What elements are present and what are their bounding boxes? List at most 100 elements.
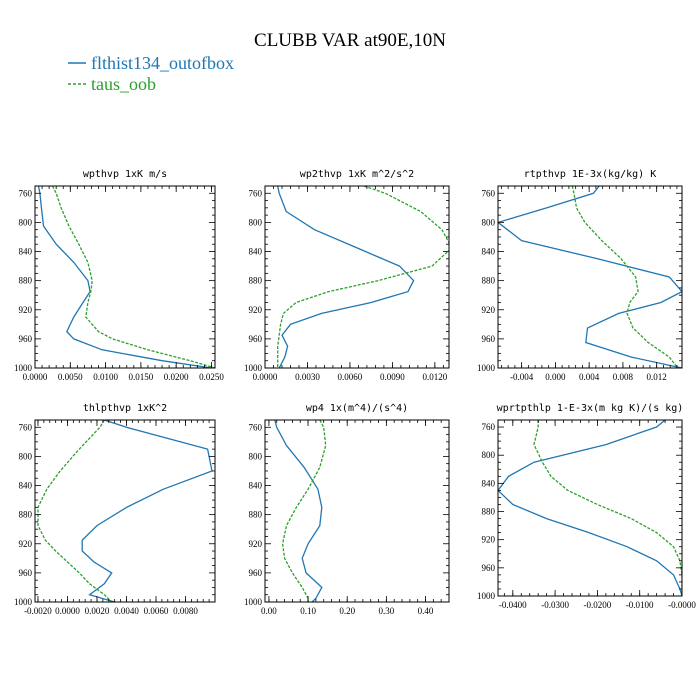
plot-frame	[264, 185, 450, 369]
x-tick-label: -0.0300	[541, 600, 569, 610]
legend-label-flthist134: flthist134_outofbox	[91, 53, 234, 73]
x-tick-label: 0.004	[579, 372, 600, 382]
y-tick-label: 960	[249, 334, 263, 344]
y-tick-label: 960	[482, 334, 496, 344]
y-tick-label: 760	[482, 422, 496, 432]
x-tick-label: -0.0200	[584, 600, 612, 610]
y-tick-label: 840	[19, 247, 33, 257]
subplot-5: wp4 1x(m^4)/(s^4) 0.00 0.10 0.20 0.30 0.40 760…	[244, 403, 450, 616]
series-line-flthist134	[274, 420, 323, 602]
x-tick-label: 0.0000	[23, 372, 48, 382]
x-tick-label: 0.0050	[58, 372, 83, 382]
subplot-title: rtpthvp 1E-3x(kg/kg) K	[524, 169, 656, 180]
y-tick-label: 1000	[244, 363, 263, 373]
y-tick-label: 880	[19, 510, 33, 520]
y-tick-label: 960	[249, 568, 263, 578]
x-tick-label: 0.10	[300, 606, 316, 616]
series-line-taus-oob	[533, 420, 682, 596]
plot-frame	[497, 419, 683, 597]
subplot-1: wpthvp 1xK m/s 0.0000 0.0050 0.0100 0.0150 0.…	[14, 169, 224, 382]
series-line-taus-oob	[571, 186, 679, 368]
x-tick-label: 0.0000	[253, 372, 278, 382]
y-tick-label: 920	[249, 539, 263, 549]
y-tick-label: 840	[482, 478, 496, 488]
x-tick-label: 0.0060	[338, 372, 363, 382]
x-tick-label: 0.0000	[55, 606, 80, 616]
series-line-flthist134	[498, 186, 682, 368]
subplot-title: thlpthvp 1xK^2	[83, 403, 167, 414]
y-tick-label: 880	[482, 507, 496, 517]
x-tick-label: 0.0030	[295, 372, 320, 382]
subplot-title: wp2thvp 1xK m^2/s^2	[300, 169, 414, 180]
y-tick-label: 800	[249, 217, 263, 227]
y-tick-label: 760	[249, 188, 263, 198]
x-tick-label: 0.20	[339, 606, 355, 616]
x-tick-label: 0.0020	[85, 606, 110, 616]
series-line-taus-oob	[52, 186, 215, 368]
plot-frame	[34, 419, 216, 603]
y-tick-label: 880	[482, 276, 496, 286]
x-tick-label: 0.008	[613, 372, 634, 382]
subplot-title: wp4 1x(m^4)/(s^4)	[306, 403, 408, 414]
x-tick-label: 0.0200	[164, 372, 189, 382]
y-tick-label: 1000	[477, 591, 496, 601]
x-tick-label: 0.00	[261, 606, 277, 616]
y-tick-label: 920	[482, 535, 496, 545]
x-tick-label: 0.0060	[144, 606, 169, 616]
x-tick-label: -0.004	[510, 372, 534, 382]
x-tick-label: -0.0000	[668, 600, 696, 610]
y-tick-label: 840	[482, 247, 496, 257]
subplot-title: wpthvp 1xK m/s	[83, 169, 167, 180]
y-tick-label: 800	[482, 450, 496, 460]
y-tick-label: 840	[19, 481, 33, 491]
y-tick-label: 880	[249, 276, 263, 286]
y-tick-label: 920	[482, 305, 496, 315]
y-tick-label: 800	[19, 217, 33, 227]
series-line-flthist134	[81, 420, 213, 602]
x-tick-label: 0.000	[545, 372, 566, 382]
y-tick-label: 1000	[14, 363, 33, 373]
x-tick-label: 0.0100	[93, 372, 118, 382]
series-line-flthist134	[277, 186, 415, 368]
y-tick-label: 760	[19, 188, 33, 198]
y-tick-label: 1000	[477, 363, 496, 373]
x-tick-label: -0.0020	[24, 606, 52, 616]
y-tick-label: 760	[19, 422, 33, 432]
x-tick-label: 0.0120	[422, 372, 447, 382]
y-tick-label: 1000	[14, 597, 33, 607]
x-tick-label: 0.012	[647, 372, 667, 382]
y-tick-label: 800	[249, 451, 263, 461]
y-tick-label: 800	[482, 217, 496, 227]
y-tick-label: 960	[482, 563, 496, 573]
y-tick-label: 880	[19, 276, 33, 286]
y-tick-label: 840	[249, 247, 263, 257]
legend-label-taus-oob: taus_oob	[91, 74, 156, 94]
x-tick-label: 0.40	[418, 606, 434, 616]
x-tick-label: -0.0100	[626, 600, 654, 610]
legend: flthist134_outofbox taus_oob	[68, 53, 234, 94]
y-tick-label: 880	[249, 510, 263, 520]
subplot-2: wp2thvp 1xK m^2/s^2 0.0000 0.0030 0.0060 0.0…	[244, 169, 450, 382]
y-tick-label: 920	[19, 305, 33, 315]
x-tick-label: 0.0250	[199, 372, 224, 382]
subplot-4: thlpthvp 1xK^2 -0.0020 0.0000 0.0020 0.0040 0…	[14, 403, 216, 616]
y-tick-label: 800	[19, 451, 33, 461]
y-tick-label: 920	[19, 539, 33, 549]
series-line-taus-oob	[37, 420, 113, 602]
subplot-3: rtpthvp 1E-3x(kg/kg) K -0.004 0.000 0.004 0.…	[477, 169, 683, 382]
subplot-grid: wpthvp 1xK m/s 0.0000 0.0050 0.0100 0.0150 0.…	[14, 169, 696, 616]
plot-frame	[264, 419, 450, 603]
subplot-6: wprtpthlp 1-E-3x(m kg K)/(s kg) -0.0400 -0…	[477, 403, 696, 610]
y-tick-label: 960	[19, 334, 33, 344]
x-tick-label: 0.0040	[114, 606, 139, 616]
x-tick-label: 0.0080	[173, 606, 198, 616]
y-tick-label: 1000	[244, 597, 263, 607]
x-tick-label: 0.0090	[380, 372, 405, 382]
x-tick-label: 0.0150	[129, 372, 154, 382]
y-tick-label: 840	[249, 481, 263, 491]
y-tick-label: 760	[249, 422, 263, 432]
plot-frame	[497, 185, 683, 369]
series-line-flthist134	[498, 420, 682, 596]
series-line-flthist134	[37, 186, 212, 368]
